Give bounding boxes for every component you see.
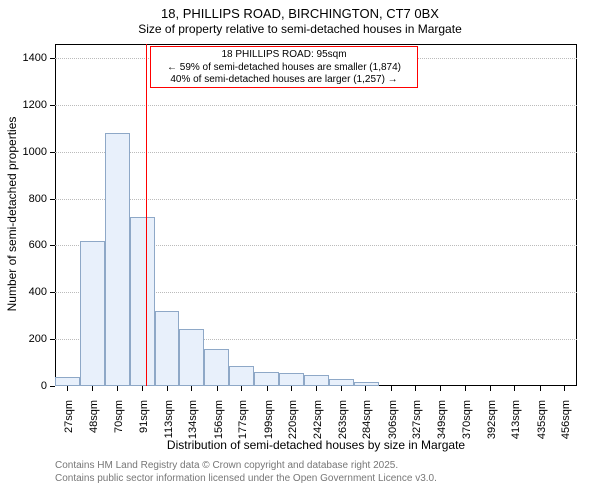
x-tick-label: 456sqm [560, 400, 572, 450]
x-tick [440, 386, 441, 391]
x-tick [217, 386, 218, 391]
y-tick-label: 400 [0, 286, 47, 298]
x-tick-label: 199sqm [263, 400, 275, 450]
x-tick [465, 386, 466, 391]
x-tick [391, 386, 392, 391]
x-tick [564, 386, 565, 391]
grid-line [55, 199, 577, 200]
y-tick-label: 1400 [0, 52, 47, 64]
histogram-bar [179, 329, 204, 386]
x-tick-label: 242sqm [312, 400, 324, 450]
x-tick-label: 48sqm [88, 400, 100, 450]
x-tick [241, 386, 242, 391]
x-tick-label: 156sqm [213, 400, 225, 450]
x-tick-label: 91sqm [138, 400, 150, 450]
histogram-bar [55, 377, 80, 386]
grid-line [55, 152, 577, 153]
x-tick-label: 349sqm [436, 400, 448, 450]
footnote-line-1: Contains HM Land Registry data © Crown c… [55, 460, 398, 471]
y-tick [50, 245, 55, 246]
x-tick-label: 392sqm [486, 400, 498, 450]
footnote: Contains HM Land Registry data © Crown c… [55, 460, 437, 485]
histogram-bar [204, 349, 229, 386]
chart-title: 18, PHILLIPS ROAD, BIRCHINGTON, CT7 0BX [0, 6, 600, 21]
histogram-bar [229, 366, 254, 386]
x-tick-label: 435sqm [536, 400, 548, 450]
x-tick [191, 386, 192, 391]
x-tick-label: 27sqm [63, 400, 75, 450]
histogram-bar [279, 373, 304, 386]
figure-root: { "title_main": "18, PHILLIPS ROAD, BIRC… [0, 0, 600, 500]
callout-line: 40% of semi-detached houses are larger (… [155, 74, 413, 87]
x-tick [291, 386, 292, 391]
y-tick [50, 58, 55, 59]
histogram-bar [155, 311, 180, 386]
y-tick-label: 600 [0, 239, 47, 251]
callout-line: 18 PHILLIPS ROAD: 95sqm [155, 49, 413, 62]
x-tick-label: 113sqm [163, 400, 175, 450]
y-tick-label: 800 [0, 193, 47, 205]
y-tick-label: 0 [0, 380, 47, 392]
x-tick-label: 370sqm [461, 400, 473, 450]
x-tick [365, 386, 366, 391]
x-tick-label: 177sqm [237, 400, 249, 450]
x-tick [167, 386, 168, 391]
x-tick [117, 386, 118, 391]
x-tick [490, 386, 491, 391]
y-tick [50, 152, 55, 153]
x-tick [267, 386, 268, 391]
y-tick [50, 386, 55, 387]
x-tick [415, 386, 416, 391]
y-tick [50, 339, 55, 340]
x-tick [341, 386, 342, 391]
histogram-bar [304, 375, 329, 386]
x-tick-label: 306sqm [387, 400, 399, 450]
histogram-bar [354, 382, 379, 386]
y-tick [50, 292, 55, 293]
x-tick [67, 386, 68, 391]
y-tick-label: 1200 [0, 99, 47, 111]
y-tick-label: 200 [0, 333, 47, 345]
chart-subtitle: Size of property relative to semi-detach… [0, 22, 600, 36]
x-tick-label: 134sqm [187, 400, 199, 450]
histogram-bar [105, 133, 130, 386]
x-tick [514, 386, 515, 391]
y-tick [50, 105, 55, 106]
callout-line: ← 59% of semi-detached houses are smalle… [155, 62, 413, 75]
histogram-bar [80, 241, 105, 386]
histogram-bar [130, 217, 155, 386]
footnote-line-2: Contains public sector information licen… [55, 473, 437, 484]
x-tick [316, 386, 317, 391]
x-tick-label: 263sqm [337, 400, 349, 450]
x-tick-label: 413sqm [510, 400, 522, 450]
x-tick [92, 386, 93, 391]
x-tick-label: 284sqm [361, 400, 373, 450]
x-tick [540, 386, 541, 391]
x-tick-label: 70sqm [113, 400, 125, 450]
x-tick [142, 386, 143, 391]
x-tick-label: 327sqm [411, 400, 423, 450]
callout-box: 18 PHILLIPS ROAD: 95sqm← 59% of semi-det… [150, 46, 418, 88]
y-tick-label: 1000 [0, 146, 47, 158]
y-tick [50, 199, 55, 200]
histogram-bar [329, 379, 354, 386]
x-tick-label: 220sqm [287, 400, 299, 450]
reference-line [146, 44, 147, 386]
grid-line [55, 105, 577, 106]
histogram-bar [254, 372, 279, 386]
